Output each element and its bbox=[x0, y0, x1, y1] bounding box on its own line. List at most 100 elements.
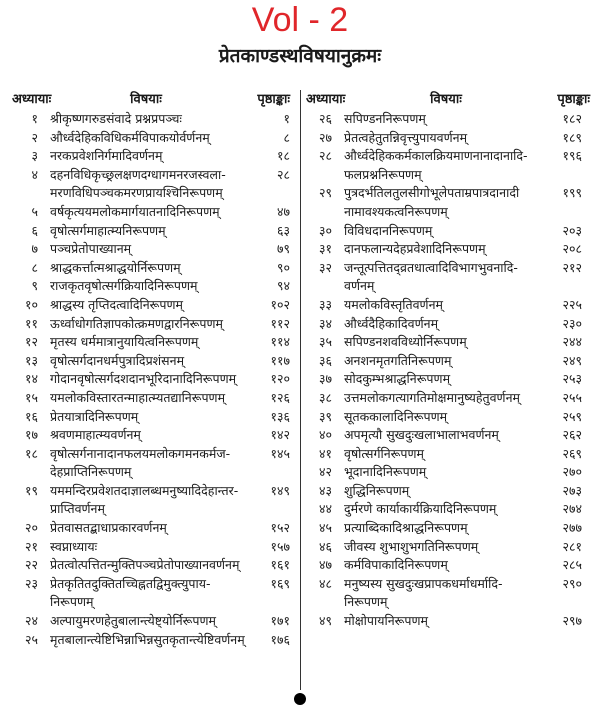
index-entry: ९ राजकृतवृषोत्सर्गक्रियादिनिरूपणम् ९४ bbox=[0, 277, 300, 296]
chapter-number: ३४ bbox=[318, 315, 332, 331]
index-entry: ४६ जीवस्य शुभाशुभगतिनिरूपणम् २८१ bbox=[300, 538, 600, 557]
page-number: ७९ bbox=[276, 241, 290, 257]
page-number: ६३ bbox=[276, 222, 290, 238]
page-number: १६९ bbox=[270, 575, 290, 591]
chapter-subject: श्रवणमाहात्म्यवर्णनम् bbox=[50, 426, 250, 445]
chapter-subject: प्रेतयात्रादिनिरूपणम् bbox=[50, 408, 250, 427]
subject-line: वर्षकृत्ययमलोकमार्गयातनादिनिरूपणम् bbox=[50, 203, 220, 219]
chapter-number: ५ bbox=[31, 203, 38, 219]
subject-line: प्रेतत्वहेतुतन्निवृत्त्युपायवर्णनम् bbox=[344, 129, 468, 145]
subject-line: वर्णनम् bbox=[344, 278, 375, 294]
subject-line: यममन्दिरप्रवेशतदाज्ञालब्धमनुष्यादिदेहान्… bbox=[50, 482, 239, 498]
chapter-subject: मृतस्य धर्ममात्रानुयायित्वनिरूपणम् bbox=[50, 333, 250, 352]
subject-line: अल्पायुमरणहेतुबालान्त्येष्ट्योर्निरूपणम् bbox=[50, 613, 217, 629]
page-number: २८ bbox=[276, 166, 290, 182]
subject-line: शुद्धिनिरूपणम् bbox=[344, 482, 410, 498]
subject-line: दानफलान्यदेहप्रवेशादिनिरूपणम् bbox=[344, 241, 486, 257]
chapter-subject: यममन्दिरप्रवेशतदाज्ञालब्धमनुष्यादिदेहान्… bbox=[50, 482, 250, 519]
chapter-number: ४९ bbox=[318, 613, 332, 629]
chapter-number: ३३ bbox=[318, 296, 332, 312]
subject-line: ऊर्ध्वाधोगतिज्ञापकोत्क्रमणद्वारनिरूपणम् bbox=[50, 315, 223, 331]
chapter-number: ३१ bbox=[318, 241, 332, 257]
index-entry: ४० अपमृत्यौ सुखदुःखलाभालाभवर्णनम् २६२ bbox=[300, 426, 600, 445]
page-number: २७७ bbox=[562, 520, 582, 536]
page-number: २९० bbox=[562, 575, 582, 591]
subject-line: कर्मविपाकादिनिरूपणम् bbox=[344, 557, 448, 573]
index-entry: २६ सपिण्डननिरूपणम् १८२ bbox=[300, 110, 600, 129]
index-entry: ६ वृषोत्सर्गमाहात्म्यनिरूपणम् ६३ bbox=[0, 222, 300, 241]
index-entry: ४५ प्रत्याब्दिकादिश्राद्धनिरूपणम् २७७ bbox=[300, 519, 600, 538]
subject-line: नरकप्रवेशनिर्गमादिवर्णनम् bbox=[50, 148, 163, 164]
subject-line: भूदानादिनिरूपणम् bbox=[344, 464, 427, 480]
index-entry: २ और्ध्वदेहिकविधिकर्मविपाकयोर्वर्णनम् ८ bbox=[0, 129, 300, 148]
index-entry: ३५ सपिण्डनशवविध्योर्निरूपणम् २४४ bbox=[300, 333, 600, 352]
subject-line: दहनविधिकृच्छ्रलक्षणदग्धागमनरजस्वला- bbox=[50, 166, 226, 182]
index-entry: ३४ और्ध्वदैहिकादिवर्णनम् २३० bbox=[300, 315, 600, 334]
chapter-number: ४७ bbox=[318, 557, 332, 573]
chapter-number: २६ bbox=[318, 111, 332, 126]
page-number: २७३ bbox=[562, 482, 582, 498]
page-number: १४९ bbox=[270, 482, 290, 498]
page-number: ११७ bbox=[270, 352, 290, 368]
chapter-subject: प्रेतकृतितदुक्तितच्चिह्नतद्विमुक्त्युपाय… bbox=[50, 575, 250, 612]
header-chapter: अध्यायाः bbox=[12, 92, 52, 107]
chapter-number: ३५ bbox=[318, 334, 332, 350]
volume-title: Vol - 2 bbox=[251, 1, 349, 39]
chapter-number: ३६ bbox=[318, 352, 332, 368]
chapter-number: १० bbox=[24, 296, 38, 312]
chapter-number: ४४ bbox=[318, 501, 332, 517]
page-number: ९४ bbox=[276, 278, 290, 294]
chapter-number: १७ bbox=[24, 427, 38, 443]
chapter-subject: ऊर्ध्वाधोगतिज्ञापकोत्क्रमणद्वारनिरूपणम् bbox=[50, 315, 250, 334]
chapter-subject: अनशनमृतगतिनिरूपणम् bbox=[344, 352, 540, 371]
page-number: ८ bbox=[283, 129, 290, 145]
chapter-subject: पुत्रदर्भतिलतुलसीगोभूलेपताम्रपात्रदानादी… bbox=[344, 184, 540, 221]
page-number: १ bbox=[283, 111, 290, 126]
subject-line: जन्तूत्पत्तितद्व्रतधात्वादिविभागभुवनादि- bbox=[344, 259, 518, 275]
page-number: १२० bbox=[270, 371, 290, 387]
index-entry: ४७ कर्मविपाकादिनिरूपणम् २८५ bbox=[300, 556, 600, 575]
index-column-left: अध्यायाः विषयाः पृष्ठाङ्काः १ श्रीकृष्णगर… bbox=[0, 90, 301, 690]
index-entry: २९ पुत्रदर्भतिलतुलसीगोभूलेपताम्रपात्रदाना… bbox=[300, 184, 600, 221]
subject-line: निरूपणम् bbox=[50, 594, 94, 610]
subject-line: सूतककालादिनिरूपणम् bbox=[344, 408, 448, 424]
subject-line: और्ध्वदैहिकादिवर्णनम् bbox=[344, 315, 439, 331]
chapter-subject: यमलोकविस्तारतन्माहात्म्यतद्यानिरूपणम् bbox=[50, 389, 250, 408]
chapter-number: ३२ bbox=[318, 259, 332, 275]
subject-line: श्राद्धकर्त्तात्मश्राद्धयोर्निरूपणम् bbox=[50, 259, 181, 275]
subject-line: मृतबालान्त्येष्टिभिन्नाभिन्नसुतकृतान्त्य… bbox=[50, 631, 245, 647]
chapter-subject: सपिण्डननिरूपणम् bbox=[344, 110, 540, 129]
page-number: १०२ bbox=[270, 296, 290, 312]
index-entry: २१ स्वप्नाध्यायः १५७ bbox=[0, 538, 300, 557]
index-entry: १३ वृषोत्सर्गदानधर्मपुत्रादिप्रशंसनम् ११७ bbox=[0, 352, 300, 371]
index-entry: ३७ सोदकुम्भश्राद्धनिरूपणम् २५३ bbox=[300, 370, 600, 389]
index-entry: १४ गोदानवृषोत्सर्गदशदानभूरिदानादिनिरूपणम्… bbox=[0, 370, 300, 389]
page-number: २०३ bbox=[562, 222, 582, 238]
page-number: २२५ bbox=[562, 296, 582, 312]
chapter-number: १५ bbox=[24, 389, 38, 405]
subject-line: यमलोकविस्तृतिवर्णनम् bbox=[344, 296, 443, 312]
subject-line: स्वप्नाध्यायः bbox=[50, 538, 98, 554]
index-entry: १८ वृषोत्सर्गनानादानफलयमलोकगमनकर्मज- देहप्… bbox=[0, 445, 300, 482]
chapter-subject: भूदानादिनिरूपणम् bbox=[344, 463, 540, 482]
chapter-subject: उत्तमलोकगत्यागतिमोक्षमानुष्यहेतुवर्णनम् bbox=[344, 389, 540, 408]
index-entry: ३६ अनशनमृतगतिनिरूपणम् २४९ bbox=[300, 352, 600, 371]
chapter-subject: प्रेतत्वहेतुतन्निवृत्त्युपायवर्णनम् bbox=[344, 129, 540, 148]
chapter-number: ४ bbox=[31, 166, 38, 182]
header-page: पृष्ठाङ्काः bbox=[557, 92, 590, 107]
chapter-subject: मृतबालान्त्येष्टिभिन्नाभिन्नसुतकृतान्त्य… bbox=[50, 631, 250, 650]
page-number: १९९ bbox=[562, 185, 582, 201]
page-number: १८२ bbox=[562, 111, 582, 126]
chapter-subject: श्राद्धकर्त्तात्मश्राद्धयोर्निरूपणम् bbox=[50, 259, 250, 278]
chapter-number: ३० bbox=[318, 222, 332, 238]
subject-line: वृषोत्सर्गनिरूपणम् bbox=[344, 445, 424, 461]
subject-line: प्रेतकृतितदुक्तितच्चिह्नतद्विमुक्त्युपाय… bbox=[50, 575, 211, 591]
chapter-number: १२ bbox=[24, 334, 38, 350]
subject-line: मृतस्य धर्ममात्रानुयायित्वनिरूपणम् bbox=[50, 334, 199, 350]
index-entry: ४१ वृषोत्सर्गनिरूपणम् २६९ bbox=[300, 445, 600, 464]
page-number: २५५ bbox=[562, 389, 582, 405]
chapter-number: २१ bbox=[24, 538, 38, 554]
chapter-subject: वृषोत्सर्गनानादानफलयमलोकगमनकर्मज- देहप्रा… bbox=[50, 445, 250, 482]
chapter-number: १६ bbox=[24, 408, 38, 424]
chapter-subject: कर्मविपाकादिनिरूपणम् bbox=[344, 556, 540, 575]
